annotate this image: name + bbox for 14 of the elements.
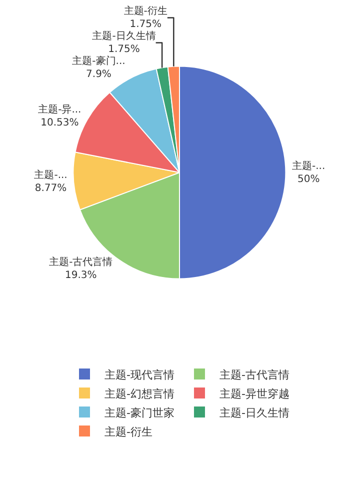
legend-label: 主题-日久生情	[219, 406, 290, 420]
data-label: 主题-异... 10.53%	[38, 104, 82, 129]
data-label: 主题-衍生 1.75%	[124, 5, 168, 30]
legend-label: 主题-古代言情	[219, 368, 290, 382]
legend-label: 主题-现代言情	[104, 368, 174, 382]
legend-label: 主题-异世穿越	[219, 387, 290, 400]
legend-label: 主题-幻想言情	[104, 387, 174, 400]
data-label: 主题-... 50%	[292, 160, 326, 185]
data-label: 主题-豪门... 7.9%	[72, 55, 126, 80]
data-label: 主题-日久生情 1.75%	[92, 30, 156, 56]
data-label: 主题-古代言情 19.3%	[49, 256, 113, 281]
legend-label: 主题-衍生	[104, 425, 152, 438]
legend-label: 主题-豪门世家	[104, 406, 174, 420]
data-label: 主题-... 8.77%	[34, 168, 68, 194]
